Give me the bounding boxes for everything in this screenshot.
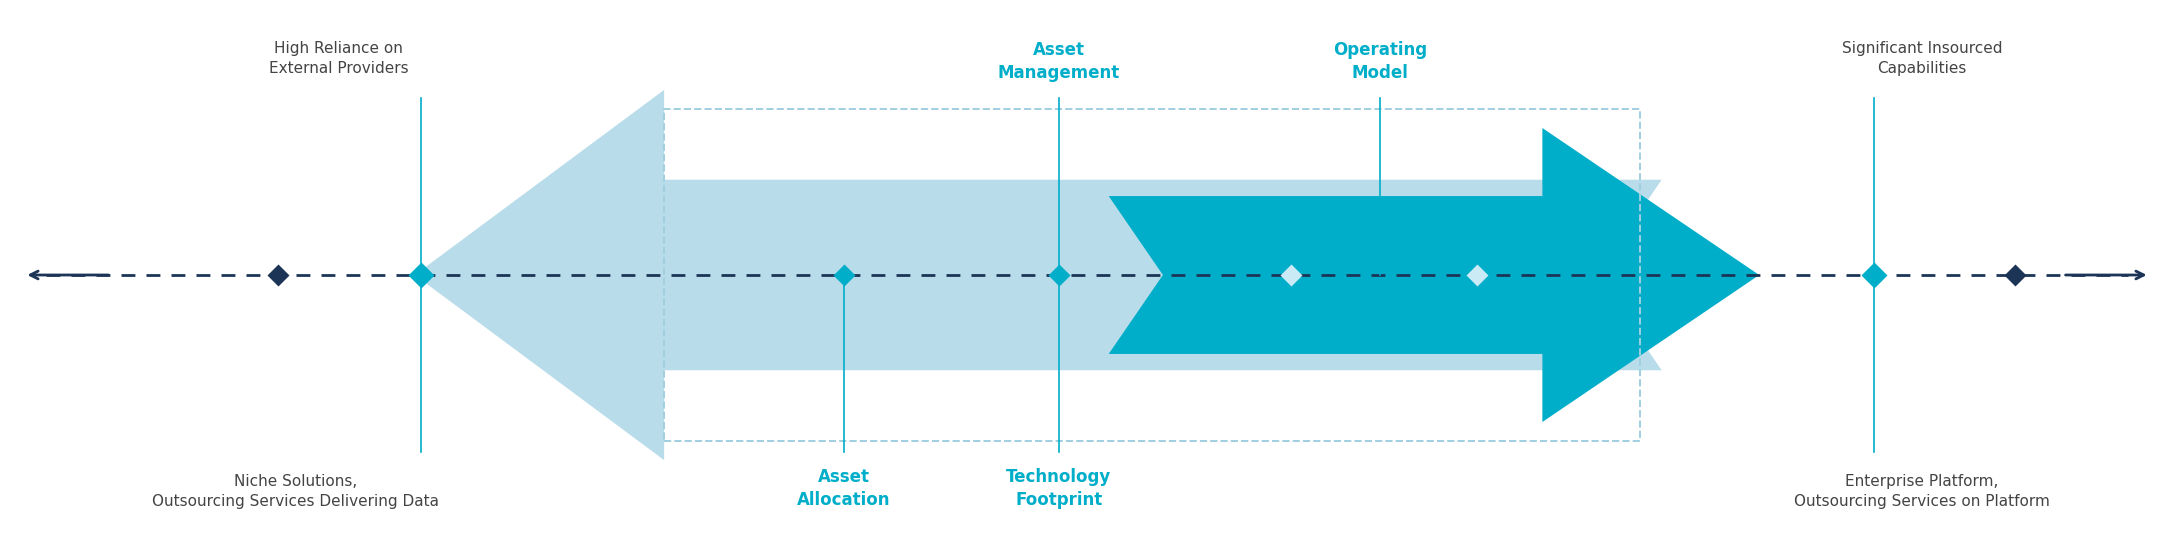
Text: Technology
Footprint: Technology Footprint: [1007, 468, 1111, 509]
Text: Niche Solutions,
Outsourcing Services Delivering Data: Niche Solutions, Outsourcing Services De…: [152, 474, 439, 509]
Text: Asset
Allocation: Asset Allocation: [798, 468, 891, 509]
Text: High Reliance on
External Providers: High Reliance on External Providers: [270, 41, 409, 76]
Text: Enterprise Platform,
Outsourcing Services on Platform: Enterprise Platform, Outsourcing Service…: [1794, 474, 2050, 509]
Text: Significant Insourced
Capabilities: Significant Insourced Capabilities: [1841, 41, 2002, 76]
Text: Operating
Model: Operating Model: [1333, 41, 1426, 82]
Polygon shape: [415, 90, 1661, 460]
Text: Asset
Management: Asset Management: [998, 41, 1120, 82]
Polygon shape: [1109, 128, 1759, 422]
Bar: [663, 109, 1639, 441]
